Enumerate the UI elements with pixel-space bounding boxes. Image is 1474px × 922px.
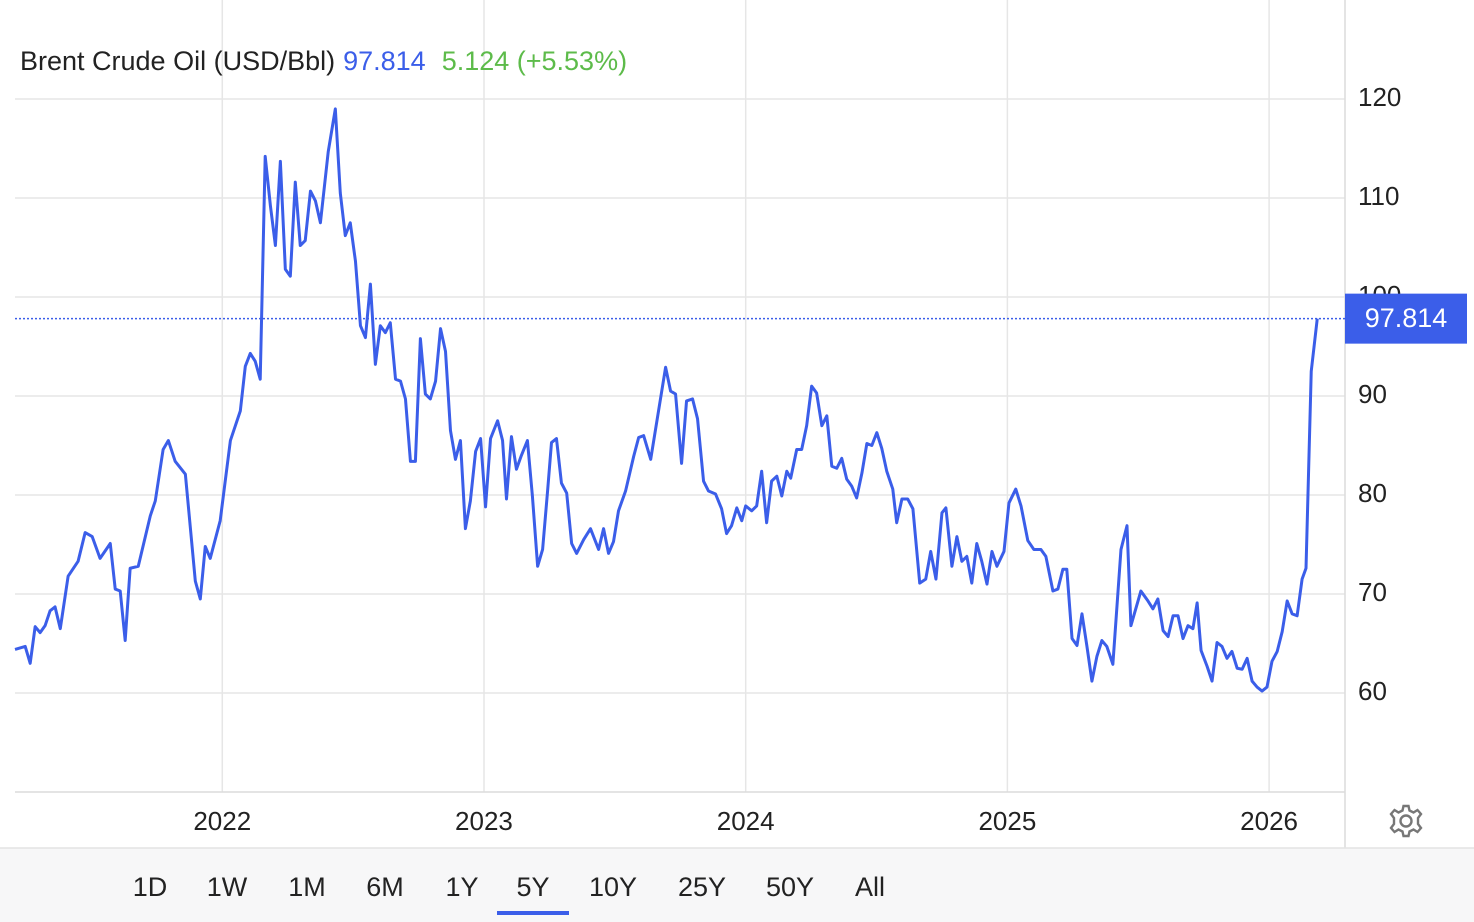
x-tick-label: 2023: [455, 806, 513, 836]
gear-outline: [1389, 804, 1423, 838]
x-tick-label: 2026: [1240, 806, 1298, 836]
range-button[interactable]: 5Y: [516, 872, 549, 902]
x-tick-label: 2024: [717, 806, 775, 836]
gear-hub: [1399, 814, 1413, 828]
range-button[interactable]: 6M: [366, 872, 404, 902]
price-line: [14, 107, 1319, 693]
chart-header: Brent Crude Oil (USD/Bbl) 97.814 5.124 (+5…: [20, 46, 627, 76]
range-button[interactable]: 25Y: [678, 872, 726, 902]
range-button[interactable]: All: [855, 872, 885, 902]
range-bar: [0, 848, 1474, 922]
header-price: 97.814: [343, 46, 426, 76]
y-tick-label: 110: [1358, 181, 1399, 211]
y-tick-label: 90: [1358, 379, 1387, 409]
range-button[interactable]: 1D: [133, 872, 168, 902]
range-selected-underline: [497, 911, 569, 915]
y-tick-label: 70: [1358, 577, 1387, 607]
header-change: 5.124 (+5.53%): [442, 46, 627, 76]
settings-icon[interactable]: [1389, 804, 1423, 838]
y-tick-label: 80: [1358, 478, 1387, 508]
range-button[interactable]: 1Y: [445, 872, 478, 902]
x-tick-label: 2022: [193, 806, 251, 836]
grid: [15, 0, 1346, 848]
y-tick-label: 60: [1358, 676, 1387, 706]
last-value-label: 97.814: [1365, 303, 1448, 333]
range-button[interactable]: 50Y: [766, 872, 814, 902]
chart-title: Brent Crude Oil (USD/Bbl): [20, 46, 335, 76]
x-tick-label: 2025: [978, 806, 1036, 836]
last-value-badge: [1345, 293, 1467, 344]
range-button[interactable]: 1W: [207, 872, 248, 902]
y-tick-label: 120: [1358, 82, 1401, 112]
range-button[interactable]: 1M: [288, 872, 326, 902]
range-button[interactable]: 10Y: [589, 872, 637, 902]
